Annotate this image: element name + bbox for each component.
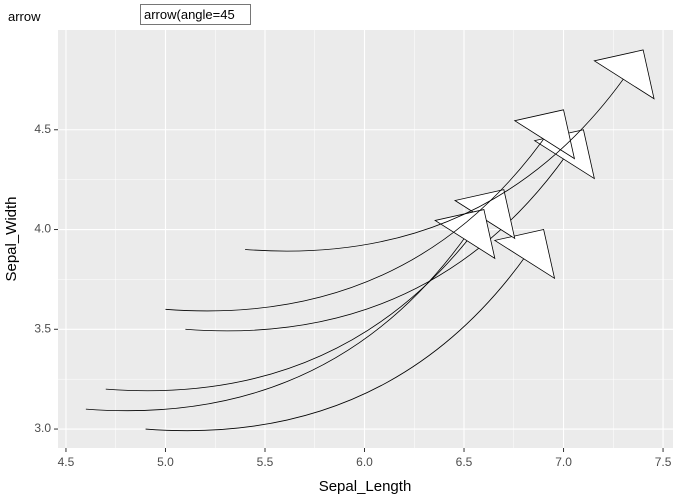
x-tick-label: 5.5 [257,455,274,469]
x-tick-label: 6.0 [356,455,373,469]
curve [85,209,485,412]
arrowhead [493,229,556,280]
curve [245,49,644,252]
y-tick-label: 3.5 [34,321,51,335]
arrowhead [513,109,576,160]
panel [58,30,673,448]
x-axis-title: Sepal_Length [319,478,412,495]
text-input[interactable]: arrow(angle=45 [140,4,251,25]
y-tick-label: 3.0 [34,421,51,435]
x-tick-label: 7.0 [555,455,572,469]
y-axis-title: Sepal_Width [3,196,20,281]
input-label: arrow [8,9,41,24]
y-tick-label: 4.5 [34,122,51,136]
arrowhead [434,209,496,260]
curve [185,129,584,332]
curve [105,189,505,392]
x-tick-label: 7.5 [655,455,672,469]
x-tick-label: 5.0 [157,455,174,469]
curve [145,229,544,432]
y-tick-label: 4.0 [34,222,51,236]
x-tick-label: 4.5 [58,455,75,469]
x-tick-label: 6.5 [456,455,473,469]
arrowhead [593,49,655,100]
curve [165,109,564,312]
